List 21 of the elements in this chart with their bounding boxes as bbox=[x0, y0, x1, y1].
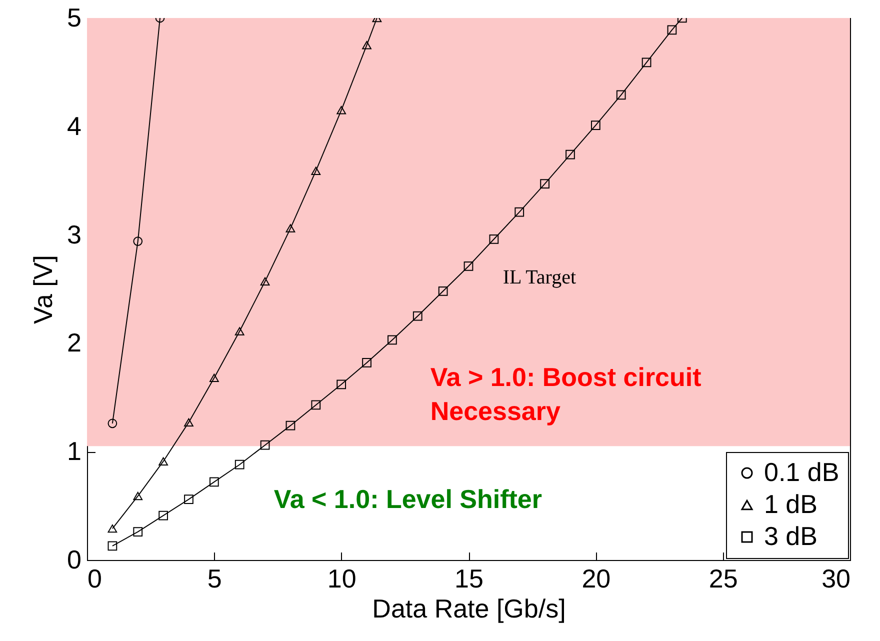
x-tick-label: 25 bbox=[708, 564, 738, 594]
annotation: Va > 1.0: Boost circuit Necessary bbox=[430, 362, 702, 426]
y-tick-label: 5 bbox=[67, 2, 82, 32]
x-tick-label: 30 bbox=[822, 564, 850, 594]
x-axis-title: Data Rate [Gb/s] bbox=[372, 594, 566, 624]
annotation: IL Target bbox=[502, 266, 576, 288]
x-tick-label: 10 bbox=[327, 564, 356, 594]
y-tick-label: 0 bbox=[67, 544, 82, 574]
y-tick-label: 3 bbox=[67, 219, 82, 250]
x-tick-label: 5 bbox=[207, 564, 222, 594]
y-tick-label: 2 bbox=[67, 328, 82, 358]
x-tick-label: 0 bbox=[88, 564, 102, 594]
legend-label: 0.1 dB bbox=[764, 457, 840, 487]
legend-label: 3 dB bbox=[764, 521, 818, 551]
annotation: Va < 1.0: Level Shifter bbox=[274, 484, 542, 514]
x-tick-label: 20 bbox=[582, 564, 611, 594]
y-axis-title: Va [V] bbox=[28, 255, 58, 324]
legend-label: 1 dB bbox=[764, 489, 818, 519]
y-tick-label: 1 bbox=[67, 436, 82, 466]
x-tick-label: 15 bbox=[454, 564, 484, 594]
y-tick-label: 4 bbox=[67, 110, 82, 141]
